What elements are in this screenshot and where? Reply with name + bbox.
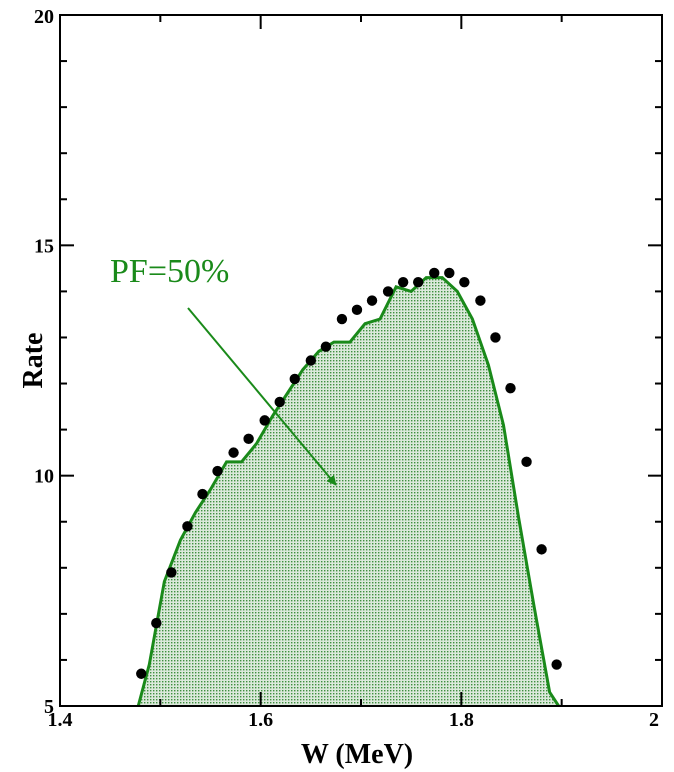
x-tick-label: 1.8: [449, 709, 474, 731]
x-tick-label: 1.6: [248, 709, 273, 731]
data-point: [505, 382, 516, 394]
data-point: [166, 567, 177, 578]
data-point: [429, 267, 440, 279]
data-point: [259, 415, 270, 426]
annotation-arrow: [187, 307, 337, 486]
data-point: [182, 521, 193, 532]
data-point: [536, 544, 547, 555]
data-point: [521, 456, 532, 468]
data-point: [336, 313, 348, 325]
data-point: [228, 447, 239, 458]
y-axis-title: Rate: [18, 333, 49, 389]
data-point: [305, 355, 317, 366]
data-point: [197, 488, 208, 500]
x-tick-label: 2: [649, 709, 659, 731]
data-point: [366, 295, 378, 306]
y-tick-label: 15: [34, 235, 54, 257]
data-point: [382, 286, 394, 297]
x-tick-label: 1.4: [48, 709, 73, 731]
data-point: [274, 396, 285, 408]
data-point: [475, 295, 486, 306]
data-point: [136, 668, 147, 679]
data-point: [320, 341, 332, 352]
data-point: [289, 373, 300, 385]
data-point: [212, 465, 223, 477]
axis-ticks: 1.4 1.6 1.8 2 5 10 15 20: [34, 6, 663, 731]
data-point: [412, 276, 424, 288]
data-point: [397, 276, 409, 288]
plot-area: [136, 267, 562, 707]
x-axis-title: W (MeV): [301, 739, 413, 770]
annotation: PF=50%: [110, 253, 337, 486]
annotation-label: PF=50%: [110, 253, 229, 290]
y-tick-label: 20: [34, 6, 54, 28]
area-fill: [138, 277, 559, 706]
y-tick-label: 5: [44, 696, 54, 718]
y-tick-label: 10: [34, 466, 54, 488]
data-point: [243, 433, 254, 445]
data-point: [551, 659, 562, 670]
data-point: [351, 304, 363, 316]
data-point: [151, 617, 162, 629]
data-point: [444, 267, 455, 279]
data-point: [459, 276, 470, 288]
data-point: [490, 332, 501, 343]
